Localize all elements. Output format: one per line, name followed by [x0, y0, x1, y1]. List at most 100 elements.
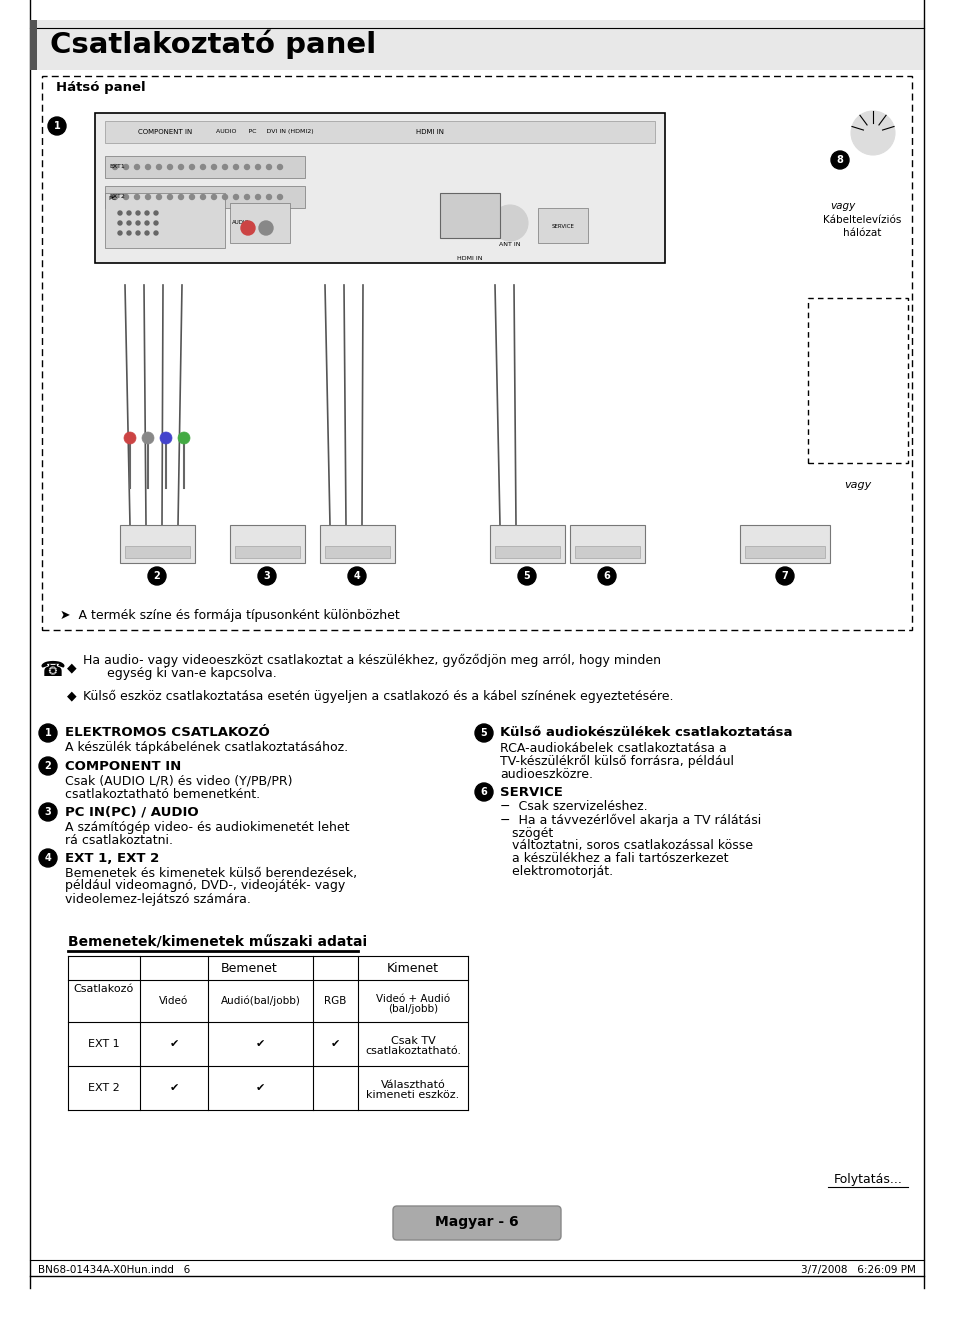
Text: Ha audio- vagy videoeszközt csatlakoztat a készülékhez, győződjön meg arról, hog: Ha audio- vagy videoeszközt csatlakoztat…	[83, 654, 660, 667]
Text: 5: 5	[480, 728, 487, 738]
Circle shape	[255, 195, 260, 199]
Circle shape	[153, 231, 158, 235]
Circle shape	[153, 221, 158, 225]
Circle shape	[190, 165, 194, 170]
Text: Csak (AUDIO L/R) és video (Y/PB/PR): Csak (AUDIO L/R) és video (Y/PB/PR)	[65, 775, 293, 787]
Text: 3: 3	[263, 571, 270, 581]
Circle shape	[124, 432, 136, 444]
Text: ✔: ✔	[255, 1039, 265, 1049]
Circle shape	[190, 195, 194, 199]
Text: −  Csak szervizeléshez.: − Csak szervizeléshez.	[499, 800, 647, 813]
Circle shape	[475, 724, 493, 742]
Text: 6: 6	[480, 787, 487, 797]
Text: Külső audiokészülékek csatlakoztatása: Külső audiokészülékek csatlakoztatása	[499, 726, 792, 739]
Bar	[230, 525, 305, 563]
Circle shape	[492, 206, 527, 241]
Text: 4: 4	[354, 571, 360, 581]
Circle shape	[266, 165, 272, 170]
Text: PC IN(PC) / AUDIO: PC IN(PC) / AUDIO	[65, 805, 198, 818]
Circle shape	[142, 432, 153, 444]
Text: HDMI IN: HDMI IN	[456, 256, 482, 261]
Circle shape	[145, 221, 149, 225]
Circle shape	[160, 432, 172, 444]
Bar	[575, 546, 639, 558]
Circle shape	[146, 195, 151, 199]
Bar	[105, 156, 305, 178]
Text: HDMI IN: HDMI IN	[416, 129, 443, 134]
Text: SERVICE: SERVICE	[551, 224, 574, 228]
Bar	[439, 192, 499, 239]
Circle shape	[118, 211, 122, 215]
Bar	[125, 546, 190, 558]
Text: Kábeltelevíziós: Kábeltelevíziós	[821, 215, 901, 225]
Text: EXT 1: EXT 1	[88, 1039, 120, 1049]
Text: Bemenetek és kimenetek külső berendezések,: Bemenetek és kimenetek külső berendezése…	[65, 866, 356, 879]
Text: vagy: vagy	[829, 202, 855, 211]
Circle shape	[178, 165, 183, 170]
Text: Audió(bal/jobb): Audió(bal/jobb)	[220, 996, 300, 1006]
Text: EXT1: EXT1	[109, 165, 125, 170]
Circle shape	[39, 849, 57, 867]
Circle shape	[48, 117, 66, 134]
Text: csatlakoztatható bemenetként.: csatlakoztatható bemenetként.	[65, 787, 260, 800]
Bar	[740, 525, 829, 563]
Circle shape	[598, 567, 616, 585]
Text: rá csatlakoztatni.: rá csatlakoztatni.	[65, 833, 172, 846]
Text: Csatlakoztató panel: Csatlakoztató panel	[50, 29, 375, 59]
Text: EXT 2: EXT 2	[88, 1083, 120, 1093]
Text: 2: 2	[45, 760, 51, 771]
Circle shape	[178, 195, 183, 199]
Bar	[120, 525, 194, 563]
Circle shape	[136, 211, 140, 215]
Text: 4: 4	[45, 853, 51, 863]
Bar	[537, 208, 587, 243]
Text: Csatlakozó: Csatlakozó	[73, 985, 134, 994]
Circle shape	[475, 783, 493, 801]
Bar	[744, 546, 824, 558]
Circle shape	[136, 231, 140, 235]
Circle shape	[145, 211, 149, 215]
Text: 2: 2	[153, 571, 160, 581]
Text: COMPONENT IN: COMPONENT IN	[138, 129, 192, 134]
Text: Bemenet: Bemenet	[220, 962, 277, 974]
Circle shape	[241, 221, 254, 235]
Circle shape	[277, 195, 282, 199]
Circle shape	[146, 165, 151, 170]
Circle shape	[258, 221, 273, 235]
Text: ◆: ◆	[67, 662, 77, 675]
Text: ✔: ✔	[331, 1039, 340, 1049]
Text: 5: 5	[523, 571, 530, 581]
Text: elektromotorját.: elektromotorját.	[499, 866, 613, 879]
Circle shape	[255, 165, 260, 170]
Text: változtatni, soros csatlakozással kösse: változtatni, soros csatlakozással kösse	[499, 840, 752, 853]
Text: ANT IN: ANT IN	[498, 243, 520, 248]
Circle shape	[39, 724, 57, 742]
Circle shape	[517, 567, 536, 585]
Circle shape	[134, 195, 139, 199]
Bar	[234, 546, 299, 558]
Text: audioeszközre.: audioeszközre.	[499, 767, 593, 780]
Text: AUDIO      PC     DVI IN (HDMI2): AUDIO PC DVI IN (HDMI2)	[216, 129, 314, 134]
Circle shape	[244, 195, 250, 199]
Text: A számítógép video- és audiokimenetét lehet: A számítógép video- és audiokimenetét le…	[65, 821, 349, 833]
Text: SERVICE: SERVICE	[499, 786, 562, 799]
Circle shape	[134, 165, 139, 170]
Text: Folytatás...: Folytatás...	[833, 1173, 902, 1186]
Circle shape	[257, 567, 275, 585]
Text: szögét: szögét	[499, 826, 553, 840]
Circle shape	[118, 221, 122, 225]
Text: vagy: vagy	[843, 480, 871, 490]
Text: ✔: ✔	[169, 1083, 178, 1093]
Circle shape	[212, 195, 216, 199]
Text: 1: 1	[53, 121, 60, 130]
Circle shape	[127, 221, 131, 225]
Bar	[569, 525, 644, 563]
Circle shape	[244, 165, 250, 170]
Text: a készülékhez a fali tartószerkezet: a készülékhez a fali tartószerkezet	[499, 853, 728, 866]
Circle shape	[123, 165, 129, 170]
Text: ✔: ✔	[169, 1039, 178, 1049]
Text: COMPONENT IN: COMPONENT IN	[65, 759, 181, 772]
Circle shape	[112, 195, 117, 199]
Circle shape	[222, 165, 227, 170]
Text: EXT2: EXT2	[109, 195, 125, 199]
